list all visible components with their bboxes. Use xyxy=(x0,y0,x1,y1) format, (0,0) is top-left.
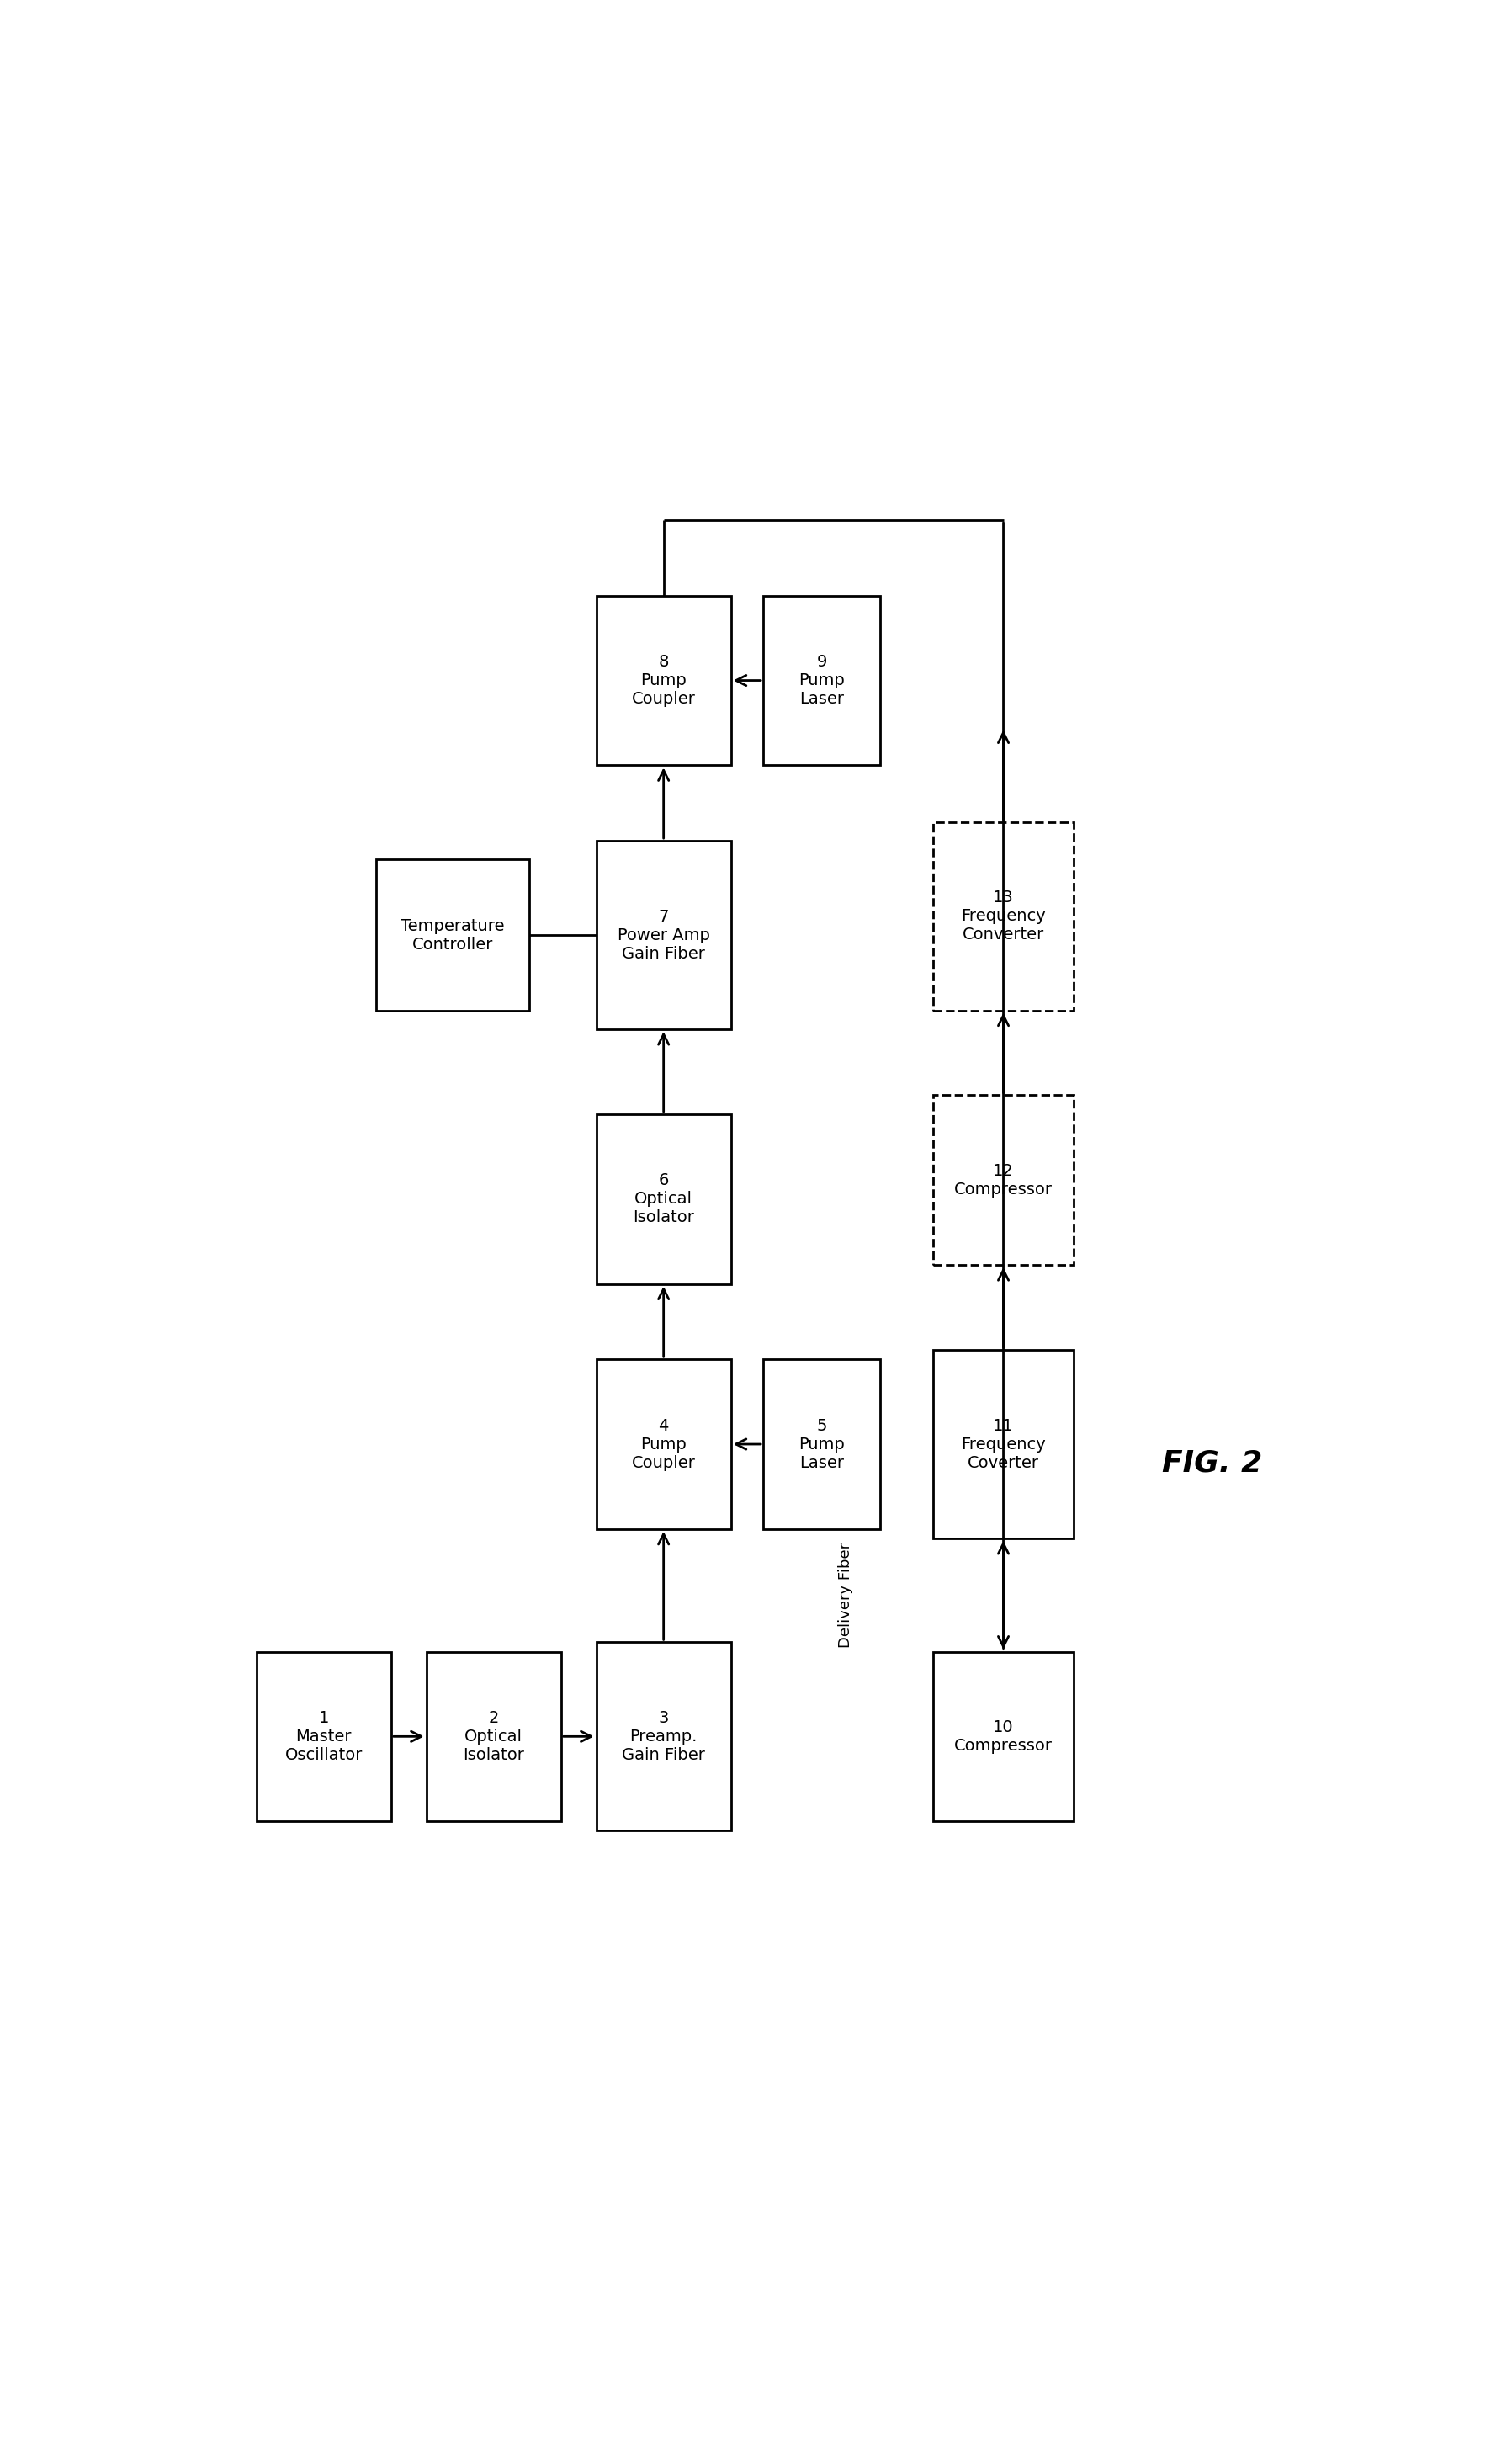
Bar xyxy=(933,823,1074,1011)
Bar xyxy=(933,1651,1074,1822)
Text: Temperature
Controller: Temperature Controller xyxy=(401,918,505,953)
Bar xyxy=(933,1349,1074,1538)
Text: 2
Optical
Isolator: 2 Optical Isolator xyxy=(463,1709,525,1763)
Bar xyxy=(764,595,880,764)
Text: 6
Optical
Isolator: 6 Optical Isolator xyxy=(634,1173,694,1224)
Text: FIG. 2: FIG. 2 xyxy=(1161,1450,1263,1477)
Bar xyxy=(764,1359,880,1528)
Bar xyxy=(933,1095,1074,1266)
Text: 13
Frequency
Converter: 13 Frequency Converter xyxy=(962,889,1046,943)
Bar xyxy=(426,1651,561,1822)
Text: 12
Compressor: 12 Compressor xyxy=(954,1163,1052,1198)
Bar xyxy=(596,840,730,1029)
Text: 5
Pump
Laser: 5 Pump Laser xyxy=(798,1418,845,1472)
Bar xyxy=(596,595,730,764)
Text: Delivery Fiber: Delivery Fiber xyxy=(838,1543,853,1648)
Text: 9
Pump
Laser: 9 Pump Laser xyxy=(798,654,845,708)
Text: 3
Preamp.
Gain Fiber: 3 Preamp. Gain Fiber xyxy=(621,1709,705,1763)
Bar xyxy=(257,1651,392,1822)
Text: 8
Pump
Coupler: 8 Pump Coupler xyxy=(632,654,696,708)
Bar xyxy=(596,1643,730,1832)
Text: 7
Power Amp
Gain Fiber: 7 Power Amp Gain Fiber xyxy=(617,909,709,962)
Text: 4
Pump
Coupler: 4 Pump Coupler xyxy=(632,1418,696,1472)
Bar xyxy=(376,860,529,1011)
Text: 11
Frequency
Coverter: 11 Frequency Coverter xyxy=(962,1418,1046,1472)
Text: 10
Compressor: 10 Compressor xyxy=(954,1719,1052,1753)
Bar xyxy=(596,1114,730,1283)
Bar xyxy=(596,1359,730,1528)
Text: 1
Master
Oscillator: 1 Master Oscillator xyxy=(284,1709,363,1763)
